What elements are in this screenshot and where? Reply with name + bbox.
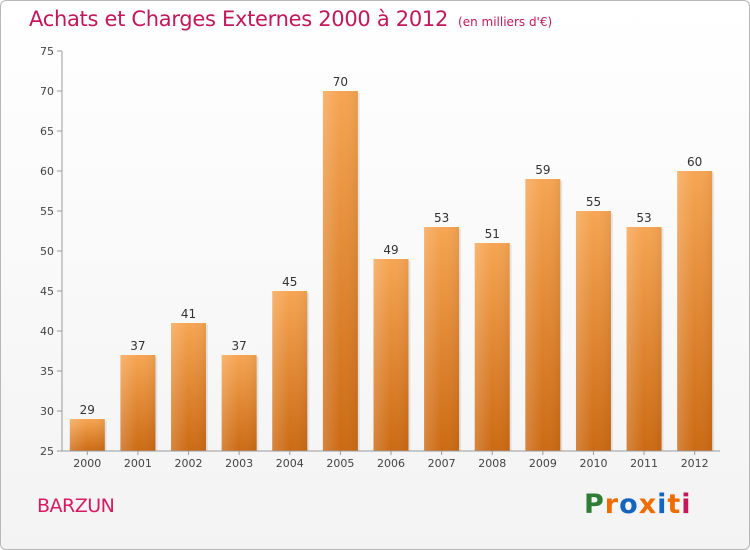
bar-highlight	[474, 243, 510, 451]
bar-highlight	[424, 227, 460, 451]
bar-group: 49	[373, 243, 411, 451]
logo-letter: i	[657, 489, 668, 520]
bar-group: 55	[575, 195, 613, 451]
y-tick-label: 40	[40, 325, 54, 338]
bar-value-label: 37	[130, 339, 145, 353]
bar-value-label: 70	[333, 75, 348, 89]
bar-value-label: 49	[383, 243, 398, 257]
bar-value-label: 53	[636, 211, 651, 225]
bar-highlight	[322, 91, 358, 451]
commune-name: BARZUN	[37, 495, 115, 517]
bars: 29 37 41 37 45 70 49 53 51 59 55 53 60	[69, 75, 715, 451]
bar-value-label: 37	[232, 339, 247, 353]
x-tick-label: 2012	[681, 457, 709, 470]
bar-value-label: 55	[586, 195, 601, 209]
x-tick-label: 2010	[579, 457, 607, 470]
y-tick-label: 30	[40, 405, 54, 418]
x-tick-label: 2006	[377, 457, 405, 470]
chart-title: Achats et Charges Externes 2000 à 2012	[29, 7, 449, 31]
bar-highlight	[221, 355, 257, 451]
logo-letter: x	[638, 489, 658, 520]
x-tick-label: 2008	[478, 457, 506, 470]
y-tick-label: 50	[40, 245, 54, 258]
y-tick-label: 55	[40, 205, 54, 218]
proxiti-logo[interactable]: Proxiti	[584, 489, 692, 520]
x-axis: 2000 2001 2002 2003 2004 2005 2006 2007 2008 2009…	[62, 450, 720, 470]
bar-value-label: 59	[535, 163, 550, 177]
bar-highlight	[69, 419, 105, 451]
bar-group: 37	[120, 339, 158, 451]
bar-group: 29	[69, 403, 107, 451]
bar-group: 37	[221, 339, 259, 451]
y-tick-label: 70	[40, 85, 54, 98]
bar-group: 60	[677, 155, 715, 451]
bar-group: 53	[626, 211, 664, 451]
x-tick-label: 2002	[175, 457, 203, 470]
x-tick-label: 2007	[428, 457, 456, 470]
logo-letter: t	[667, 489, 682, 520]
bar-highlight	[373, 259, 409, 451]
chart-title-block: Achats et Charges Externes 2000 à 2012 (e…	[29, 7, 552, 31]
bar-highlight	[171, 323, 207, 451]
bar-highlight	[525, 179, 561, 451]
bar-value-label: 45	[282, 275, 297, 289]
bar-group: 45	[272, 275, 310, 451]
bar-group: 70	[322, 75, 360, 451]
x-tick-label: 2000	[73, 457, 101, 470]
y-tick-label: 45	[40, 285, 54, 298]
x-tick-label: 2005	[326, 457, 354, 470]
bar-value-label: 60	[687, 155, 702, 169]
chart-subtitle: (en milliers d'€)	[458, 15, 553, 29]
x-tick-label: 2009	[529, 457, 557, 470]
y-tick-label: 60	[40, 165, 54, 178]
logo-letter: i	[681, 489, 692, 520]
x-tick-label: 2004	[276, 457, 304, 470]
bar-value-label: 51	[485, 227, 500, 241]
bar-highlight	[272, 291, 308, 451]
bar-group: 41	[171, 307, 209, 451]
bar-value-label: 29	[80, 403, 95, 417]
bar-group: 59	[525, 163, 563, 451]
bar-value-label: 41	[181, 307, 196, 321]
logo-letter: P	[584, 489, 605, 520]
y-tick-label: 35	[40, 365, 54, 378]
bar-highlight	[677, 171, 713, 451]
bar-group: 51	[474, 227, 512, 451]
x-tick-label: 2003	[225, 457, 253, 470]
x-tick-label: 2001	[124, 457, 152, 470]
logo-letter: o	[619, 489, 639, 520]
y-tick-label: 25	[40, 445, 54, 458]
logo-letter: r	[604, 489, 620, 520]
bar-highlight	[120, 355, 156, 451]
bar-highlight	[626, 227, 662, 451]
bar-value-label: 53	[434, 211, 449, 225]
bar-highlight	[575, 211, 611, 451]
x-tick-label: 2011	[630, 457, 658, 470]
y-tick-label: 65	[40, 125, 54, 138]
y-axis: 25 30 35 40 45 50 55 60 65 70 75	[40, 45, 63, 458]
bar-group: 53	[424, 211, 462, 451]
y-tick-label: 75	[40, 45, 54, 58]
